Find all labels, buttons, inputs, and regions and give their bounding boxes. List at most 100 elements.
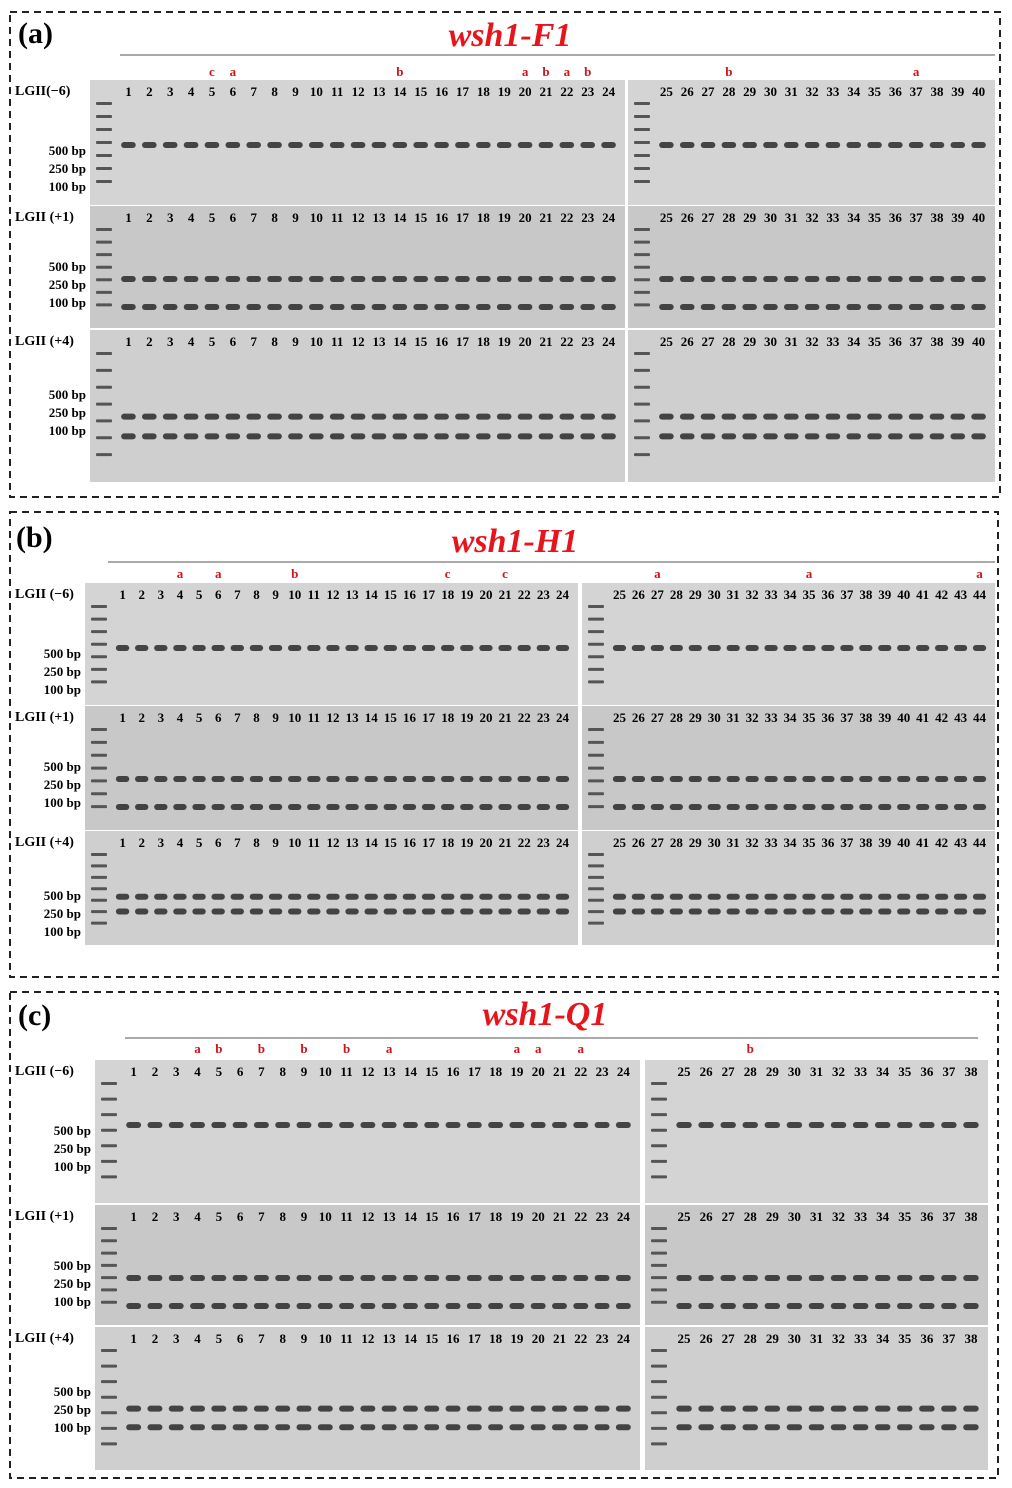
- band: [874, 1122, 891, 1128]
- band: [455, 142, 470, 148]
- band: [825, 142, 841, 148]
- band: [786, 1122, 803, 1128]
- lane-number: 29: [743, 84, 757, 99]
- ladder-band: [101, 1263, 117, 1267]
- lane-number: 11: [308, 710, 320, 725]
- lane-number: 33: [765, 587, 779, 602]
- lane-number: 32: [746, 587, 759, 602]
- size-label: 250 bp: [54, 1402, 91, 1417]
- panel-label: (b): [16, 521, 53, 554]
- band: [154, 893, 168, 900]
- lane-number: 28: [670, 835, 684, 850]
- annotation: a: [578, 1041, 585, 1056]
- band: [804, 142, 820, 148]
- annotation: b: [343, 1041, 350, 1056]
- ladder-band: [91, 921, 107, 925]
- band: [707, 804, 721, 810]
- band: [345, 804, 359, 810]
- lane-number: 5: [196, 710, 203, 725]
- lane-number: 25: [660, 84, 674, 99]
- band: [360, 1122, 376, 1128]
- lane-number: 13: [372, 84, 386, 99]
- band: [249, 893, 264, 900]
- lane-number: 1: [125, 210, 132, 225]
- band: [552, 1424, 567, 1431]
- band: [783, 804, 797, 810]
- ladder-band: [651, 1288, 667, 1292]
- ladder-band: [634, 419, 650, 423]
- lane-number: 32: [832, 1209, 845, 1224]
- band: [971, 142, 986, 148]
- lane-number: 16: [447, 1331, 461, 1346]
- band: [783, 276, 799, 282]
- lane-number: 27: [722, 1331, 736, 1346]
- lane-number: 31: [785, 84, 798, 99]
- lane-number: 11: [308, 587, 320, 602]
- panel-title: wsh1-H1: [452, 523, 579, 560]
- band: [888, 276, 903, 282]
- band: [246, 276, 261, 282]
- lane-number: 2: [152, 1064, 159, 1079]
- band: [329, 276, 345, 282]
- ladder-band: [91, 779, 107, 783]
- band: [126, 1405, 142, 1412]
- annotation: a: [522, 64, 529, 79]
- band: [676, 1303, 692, 1309]
- ladder-band: [588, 630, 604, 634]
- band: [121, 413, 136, 420]
- lane-number: 35: [802, 835, 816, 850]
- band: [287, 908, 302, 915]
- band: [476, 413, 491, 420]
- band: [115, 776, 130, 782]
- lane-number: 32: [832, 1064, 845, 1079]
- band: [479, 776, 493, 782]
- band: [434, 142, 449, 148]
- annotation: b: [396, 64, 403, 79]
- lane-number: 12: [352, 84, 365, 99]
- size-label: 250 bp: [49, 405, 86, 420]
- lane-number: 21: [499, 587, 512, 602]
- ladder-band: [651, 1113, 667, 1117]
- lane-number: 26: [700, 1331, 714, 1346]
- band: [509, 1303, 525, 1309]
- band: [296, 1405, 312, 1412]
- band: [601, 276, 616, 282]
- band: [950, 276, 966, 282]
- lane-number: 23: [596, 1064, 610, 1079]
- ladder-band: [651, 1239, 667, 1243]
- band: [381, 1424, 397, 1431]
- ladder-band: [101, 1144, 117, 1148]
- ladder-band: [96, 102, 112, 105]
- band: [852, 1303, 869, 1309]
- band: [413, 276, 428, 282]
- lane-number: 5: [216, 1331, 223, 1346]
- lane-number: 3: [158, 835, 165, 850]
- size-label: 100 bp: [44, 924, 81, 939]
- band: [498, 908, 512, 915]
- band: [317, 1424, 333, 1431]
- row-label: LGII (+4): [15, 835, 74, 850]
- band: [720, 1275, 736, 1281]
- lane-number: 38: [964, 1209, 978, 1224]
- ladder-band: [651, 1395, 667, 1399]
- lane-number: 20: [479, 835, 492, 850]
- lane-number: 21: [539, 84, 552, 99]
- band: [211, 804, 225, 810]
- band: [134, 908, 149, 915]
- lane-number: 35: [868, 210, 882, 225]
- band: [573, 1303, 589, 1309]
- lane-number: 14: [365, 587, 379, 602]
- band: [168, 1122, 184, 1128]
- band: [517, 142, 533, 148]
- ladder-band: [101, 1300, 117, 1304]
- lane-number: 14: [393, 84, 407, 99]
- band: [232, 1122, 248, 1128]
- band: [676, 1424, 692, 1431]
- band: [742, 304, 757, 310]
- lane-number: 18: [489, 1209, 503, 1224]
- band: [190, 1424, 205, 1431]
- size-label: 500 bp: [49, 143, 86, 158]
- lane-number: 17: [422, 587, 436, 602]
- row-label: LGII (−6): [15, 1064, 74, 1079]
- band: [246, 413, 261, 420]
